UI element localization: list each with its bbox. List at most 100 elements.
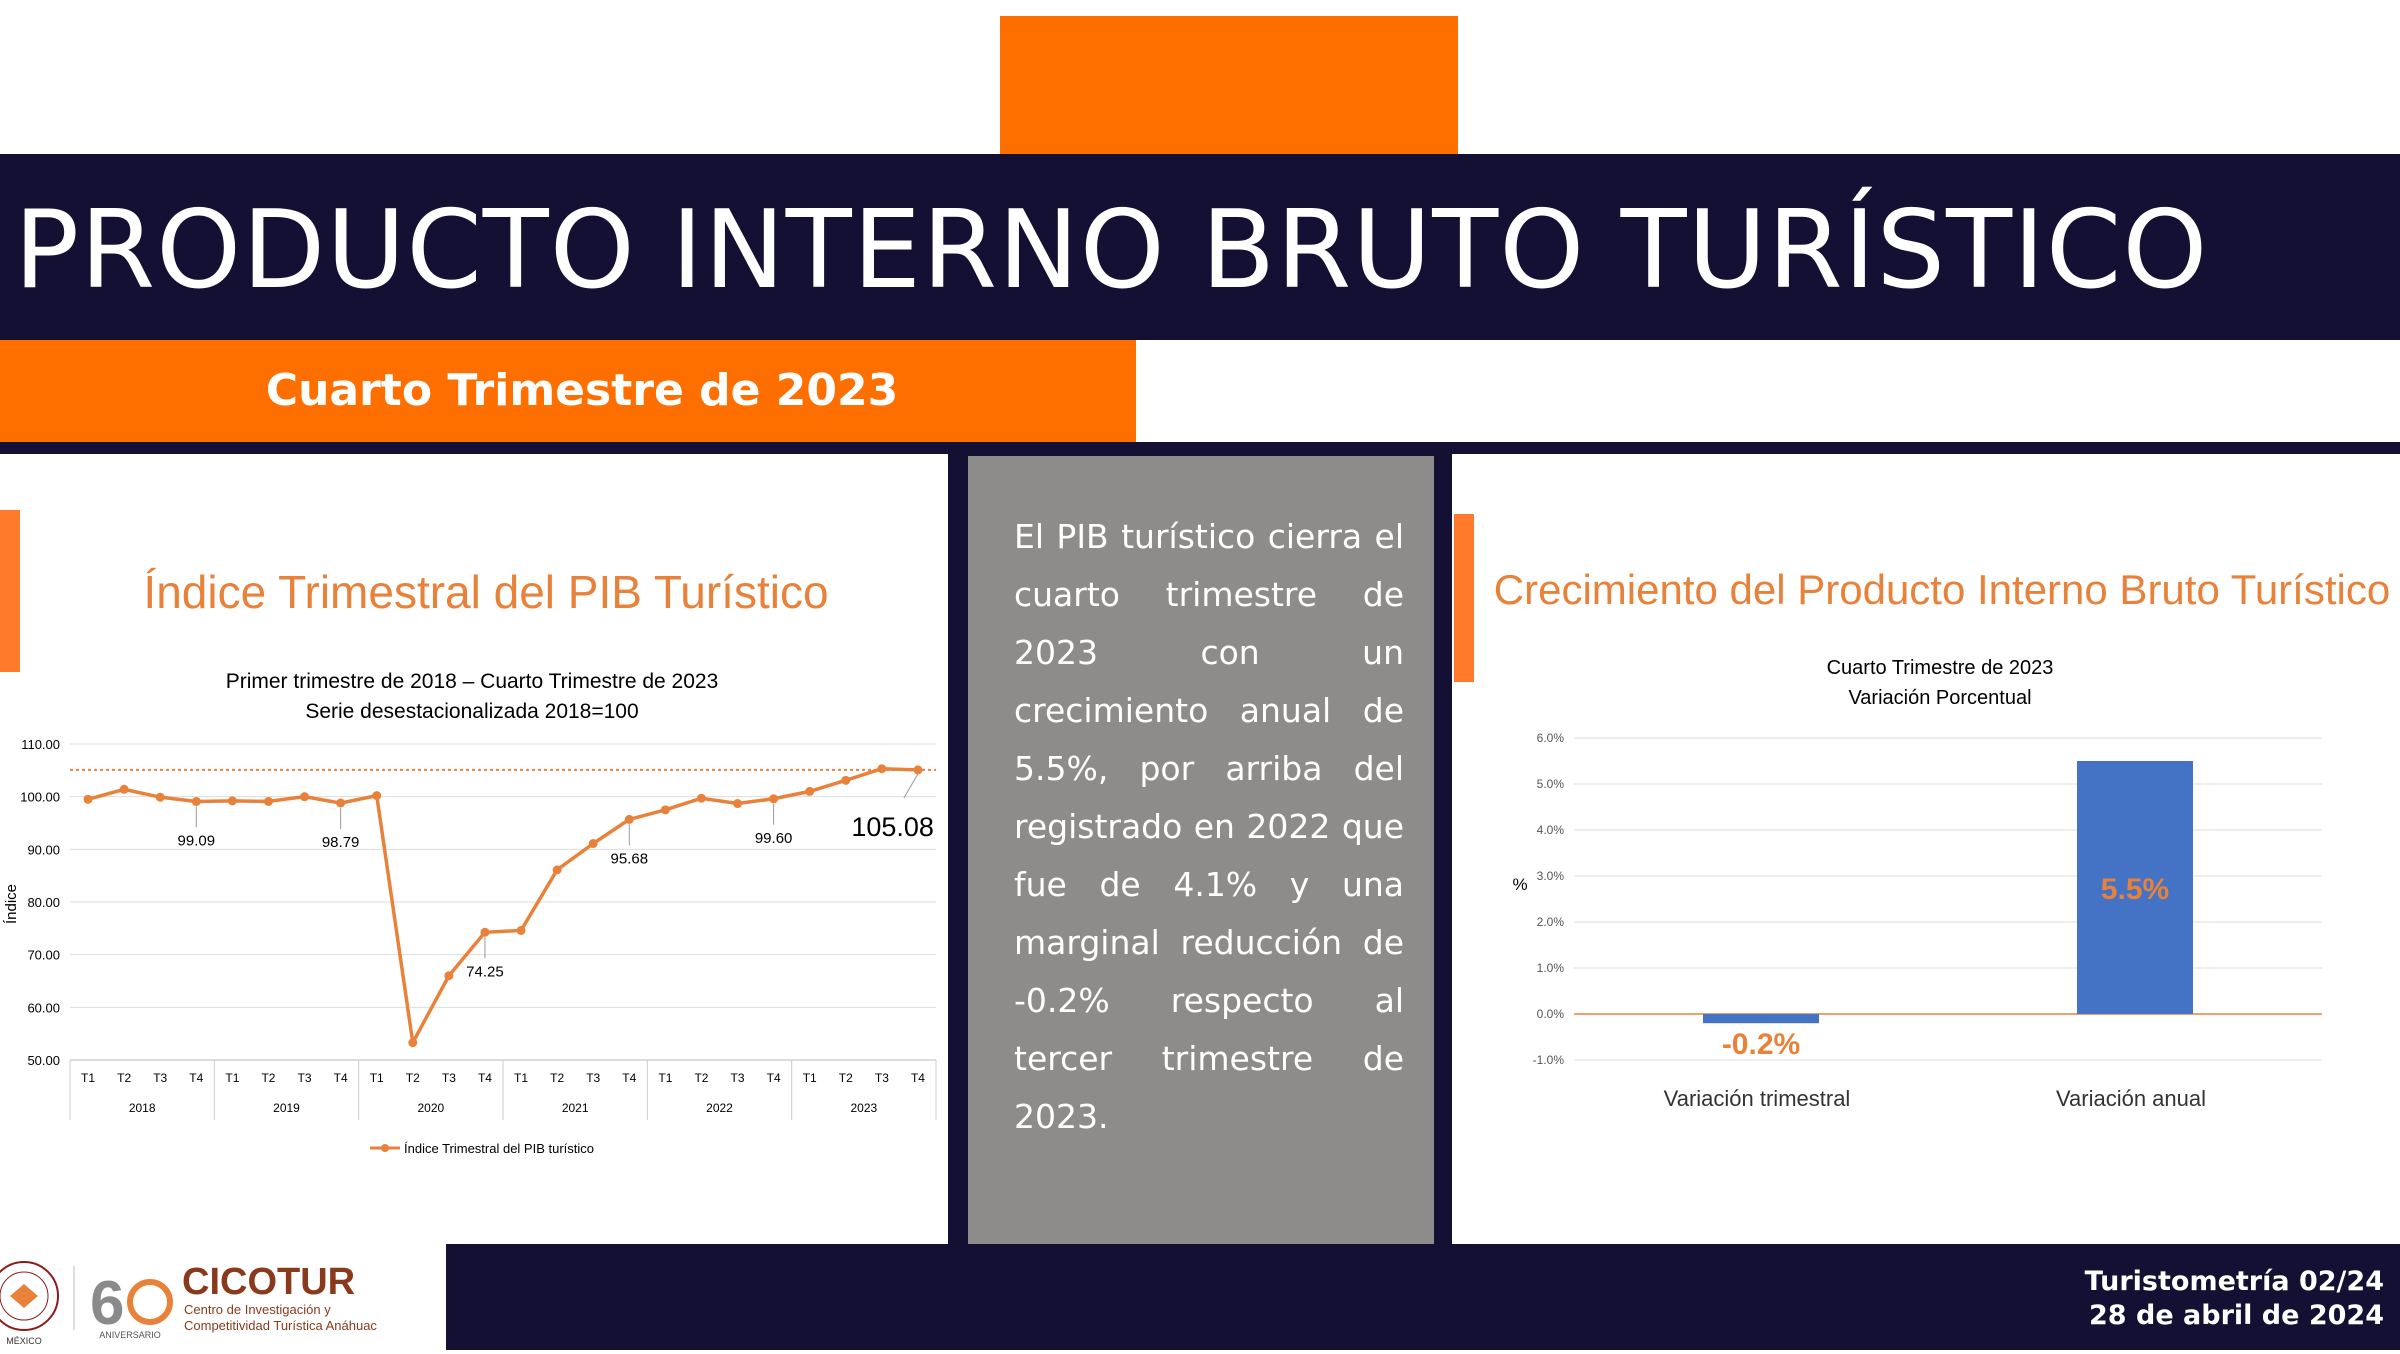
line-chart-y-tick-label: 100.00	[20, 790, 60, 805]
title-band	[0, 154, 2400, 340]
line-chart-y-tick-label: 110.00	[21, 737, 60, 752]
line-chart-point	[300, 792, 310, 802]
line-chart-y-tick-label: 70.00	[27, 948, 60, 963]
line-chart-quarter-label: T2	[694, 1071, 708, 1085]
line-chart-point	[877, 764, 887, 774]
summary-text: El PIB turístico cierra el cuarto trimes…	[1014, 517, 1404, 1136]
right-accent-bar	[1454, 514, 1474, 682]
bar-chart-value-label: -0.2%	[1722, 1028, 1800, 1061]
line-chart-quarter-label: T1	[225, 1071, 239, 1085]
cicotur-wordmark: CICOTUR	[182, 1261, 355, 1303]
line-chart-quarter-label: T2	[117, 1071, 131, 1085]
bar-chart-y-tick-label: -1.0%	[1533, 1053, 1565, 1067]
line-chart-quarter-label: T2	[839, 1071, 853, 1085]
line-chart-point	[191, 796, 201, 806]
bar-chart-y-tick-label: 6.0%	[1537, 731, 1565, 745]
line-chart-quarter-label: T1	[658, 1071, 672, 1085]
line-chart-point	[588, 839, 598, 849]
bar-chart-bar	[1703, 1014, 1819, 1024]
line-chart-y-ticks: 110.00 100.00 90.00 80.00 70.00 60.00 50.00	[20, 737, 60, 1068]
line-chart-point	[119, 784, 129, 794]
line-chart-quarter-label: T2	[550, 1071, 564, 1085]
logo-area: MÉXICO 6 ANIVERSARIO CICOTUR Centro de I…	[0, 1244, 446, 1350]
bar-chart-y-tick-label: 2.0%	[1537, 915, 1565, 929]
bar-chart-categories: Variación trimestral Variación anual	[1664, 1086, 2206, 1111]
line-chart-quarter-label: T1	[803, 1071, 817, 1085]
line-chart-y-tick-label: 50.00	[27, 1053, 60, 1068]
line-chart-point	[769, 794, 779, 804]
line-chart-data-label: 98.79	[322, 834, 360, 851]
line-chart-quarter-label: T4	[911, 1071, 925, 1085]
bar-chart-title: Crecimiento del Producto Interno Bruto T…	[1494, 566, 2390, 613]
bar-chart-y-tick-label: 4.0%	[1537, 823, 1565, 837]
line-chart-point	[624, 814, 634, 824]
anniversary-text: ANIVERSARIO	[99, 1330, 161, 1340]
line-chart-point	[336, 798, 346, 808]
line-chart-label-leader	[903, 773, 919, 799]
line-chart-data-label: 74.25	[466, 963, 504, 980]
line-chart-point	[552, 865, 562, 875]
line-chart-quarter-label: T2	[261, 1071, 275, 1085]
line-chart-quarter-label: T4	[767, 1071, 781, 1085]
line-chart-y-tick-label: 60.00	[27, 1000, 60, 1015]
line-chart-subtitle-1: Primer trimestre de 2018 – Cuarto Trimes…	[226, 670, 719, 693]
bar-chart-y-tick-label: 1.0%	[1537, 961, 1565, 975]
line-chart-quarter-label: T1	[514, 1071, 528, 1085]
bar-chart-ylabel: %	[1512, 875, 1527, 894]
line-chart-quarter-label: T3	[731, 1071, 745, 1085]
line-chart-data-label: 105.08	[851, 812, 934, 842]
line-chart-point	[841, 775, 851, 785]
university-seal-icon	[0, 1261, 59, 1331]
line-chart-point	[444, 971, 454, 981]
line-chart-data-label: 99.09	[178, 832, 216, 849]
line-chart-series-line	[87, 766, 919, 1049]
line-chart-point	[155, 792, 165, 802]
line-chart-point	[696, 793, 706, 803]
line-chart-quarter-label: T3	[153, 1071, 167, 1085]
line-chart-point	[913, 765, 923, 775]
line-chart-point	[733, 799, 743, 809]
line-chart-x-axis: T1 T2 T3 T4 T1 T2 T3 T4 T1 T2 T3 T4 T1 T2 T3 T4 T1 T2 T3 T4…	[69, 1059, 937, 1120]
line-chart-quarter-label: T3	[875, 1071, 889, 1085]
bar-chart-value-labels: -0.2% 5.5%	[1722, 873, 2169, 1061]
bar-chart-y-tick-label: 3.0%	[1537, 869, 1565, 883]
bar-chart-category-label: Variación trimestral	[1664, 1086, 1851, 1111]
legend-marker	[381, 1144, 389, 1152]
line-chart-subtitle-2: Serie desestacionalizada 2018=100	[305, 700, 638, 723]
bar-chart-gridlines	[1574, 737, 2322, 1061]
sixty-anniversary-icon: 6	[90, 1269, 124, 1338]
line-chart-point	[408, 1038, 418, 1048]
footer-publication: Turistometría 02/24	[2084, 1266, 2384, 1297]
line-chart-legend: Índice Trimestral del PIB turístico	[370, 1141, 594, 1156]
anniversary-zero-icon	[127, 1279, 173, 1325]
line-chart-point	[83, 794, 93, 804]
line-chart-quarter-label: T3	[586, 1071, 600, 1085]
line-chart-year-label: 2019	[273, 1101, 300, 1115]
line-chart-quarter-label: T3	[298, 1071, 312, 1085]
bar-chart-bars	[1703, 761, 2193, 1024]
footer-date: 28 de abril de 2024	[2089, 1300, 2384, 1331]
line-chart-point	[660, 805, 670, 815]
line-chart-point	[263, 796, 273, 806]
seal-text: MÉXICO	[6, 1336, 42, 1346]
bar-chart-subtitle-2: Variación Porcentual	[1848, 687, 2031, 709]
line-chart-points	[83, 764, 923, 1048]
line-chart-point	[372, 791, 382, 801]
bar-chart-bar	[2077, 761, 2193, 1014]
line-chart-quarter-label: T1	[81, 1071, 95, 1085]
bar-chart-y-tick-label: 0.0%	[1537, 1007, 1565, 1021]
line-chart-pib-index: Índice Trimestral del PIB Turístico Prim…	[3, 566, 937, 1156]
line-chart-y-tick-label: 90.00	[27, 842, 60, 857]
line-chart-point	[480, 927, 490, 937]
line-chart-year-label: 2020	[417, 1101, 444, 1115]
line-chart-data-label: 95.68	[611, 850, 649, 867]
page-subtitle: Cuarto Trimestre de 2023	[265, 365, 899, 416]
line-chart-year-label: 2022	[706, 1101, 733, 1115]
line-chart-quarter-label: T4	[478, 1071, 492, 1085]
line-chart-point	[805, 786, 815, 796]
line-chart-year-label: 2023	[850, 1101, 877, 1115]
line-chart-year-label: 2021	[562, 1101, 589, 1115]
left-accent-bar	[0, 510, 20, 672]
line-chart-quarter-label: T4	[334, 1071, 348, 1085]
line-chart-point	[516, 925, 526, 935]
